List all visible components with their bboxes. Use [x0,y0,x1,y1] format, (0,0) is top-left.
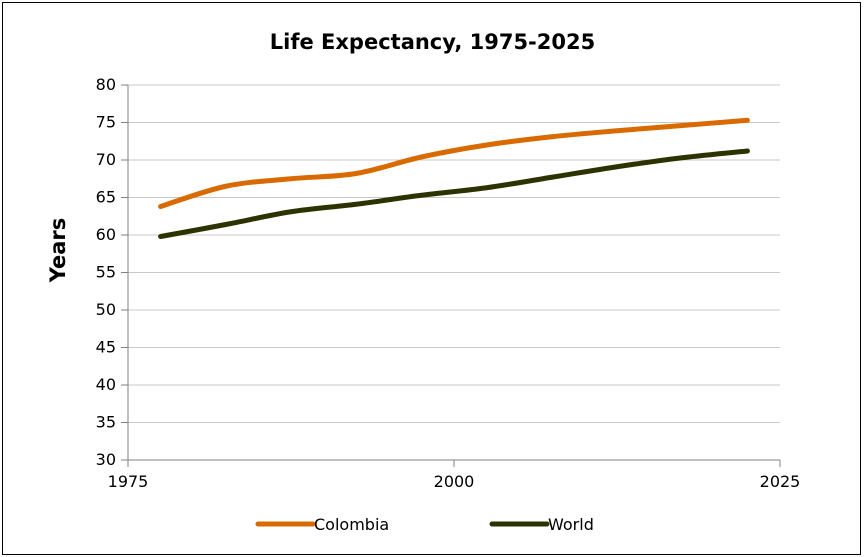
series-lines [158,117,750,239]
y-tick-labels: 30 35 40 45 50 55 60 65 70 75 80 [96,75,116,469]
x-tick-label: 2025 [760,472,801,491]
x-tick-label: 2000 [434,472,475,491]
x-tick-labels: 1975 2000 2025 [108,472,801,491]
y-tick-label: 80 [96,75,116,94]
x-tick-label: 1975 [108,472,149,491]
y-tick-label: 30 [96,450,116,469]
y-tick-label: 40 [96,375,116,394]
legend-label-world: World [548,515,594,534]
legend-label-colombia: Colombia [314,515,389,534]
y-tick-label: 70 [96,150,116,169]
y-tick-label: 55 [96,263,116,282]
gridlines [128,84,780,423]
y-tick-label: 35 [96,413,116,432]
y-tick-label: 75 [96,113,116,132]
legend: Colombia World [255,515,594,534]
y-tick-label: 45 [96,338,116,357]
y-tick-label: 50 [96,300,116,319]
series-line-world [158,148,750,239]
y-tick-label: 65 [96,188,116,207]
axes [121,84,781,467]
y-tick-label: 60 [96,225,116,244]
series-line-colombia [158,117,750,209]
chart-title: Life Expectancy, 1975-2025 [269,30,596,54]
